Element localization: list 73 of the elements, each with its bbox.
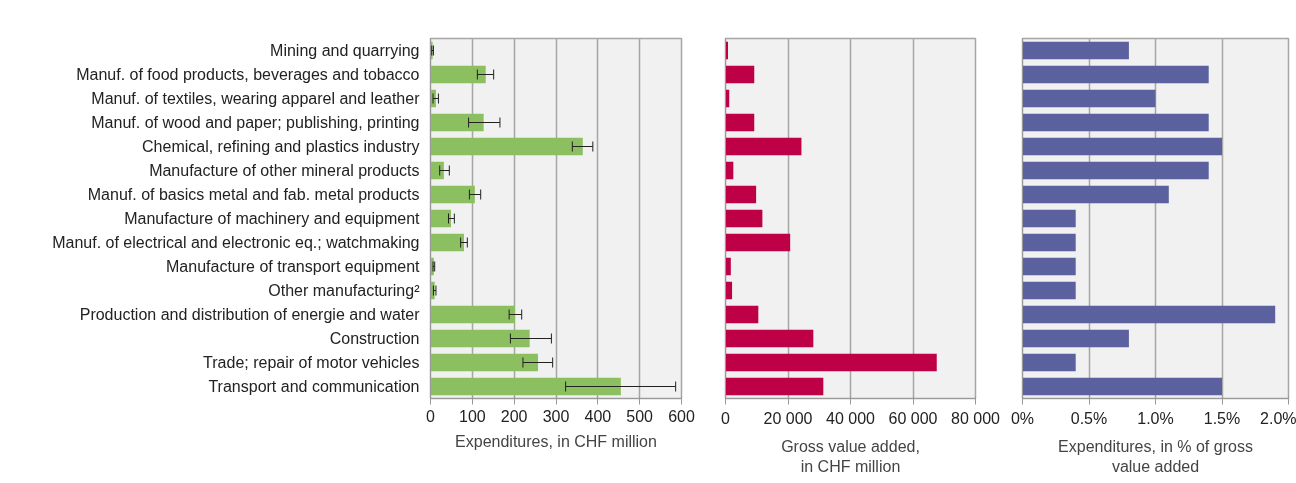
bar (725, 377, 824, 396)
bar (1022, 329, 1129, 348)
bar (1022, 185, 1169, 204)
bar (430, 185, 475, 204)
y-tick-label: Mining and quarrying (270, 42, 420, 59)
bar (1022, 209, 1076, 228)
y-tick-label: Production and distribution of energie and water (79, 306, 421, 323)
x-tick-label: 0 (721, 409, 731, 427)
y-tick-label: Manuf. of textiles, wearing apparel and leather (91, 90, 421, 107)
x-tick-label: 600 (668, 407, 695, 425)
x-axis-title: Expenditures, in % of gross value added (1058, 437, 1253, 475)
x-tick-label: 300 (542, 407, 570, 425)
x-tick-label: 100 (458, 407, 486, 425)
y-tick-label: Manufacture of machinery and equipment (124, 210, 421, 227)
bar (1022, 161, 1209, 180)
x-tick-label: 200 (500, 407, 528, 425)
bar (725, 257, 731, 276)
bar (1022, 377, 1222, 396)
y-tick-label: Manuf. of food products, beverages and tobacco (76, 66, 420, 83)
bar (725, 65, 755, 84)
bar (725, 209, 763, 228)
x-axis-title: Gross value added, in CHF million (781, 437, 920, 475)
bar (1022, 113, 1209, 132)
bar (430, 329, 530, 348)
bar (725, 233, 791, 252)
x-tick-label: 400 (584, 407, 612, 425)
x-tick-label: 500 (626, 407, 654, 425)
x-tick-label: 0.5% (1070, 409, 1108, 427)
y-tick-label: Trade; repair of motor vehicles (203, 354, 420, 371)
x-tick-label: 2.0% (1260, 409, 1296, 427)
x-tick-label: 1.5% (1203, 409, 1241, 427)
bar (1022, 281, 1076, 300)
bar (430, 65, 486, 84)
y-tick-label: Manuf. of basics metal and fab. metal products (87, 186, 420, 203)
x-tick-label: 60 000 (888, 409, 938, 427)
bar (430, 233, 464, 252)
bar (430, 209, 451, 228)
y-tick-label: Chemical, refining and plastics industry (142, 138, 420, 155)
bar (725, 137, 802, 156)
bar (1022, 41, 1129, 60)
bar (1022, 257, 1076, 276)
x-tick-label: 1.0% (1137, 409, 1174, 427)
y-tick-label: Construction (329, 330, 420, 347)
y-tick-label: Manufacture of transport equipment (166, 258, 421, 275)
bar (430, 353, 539, 372)
y-tick-label: Manufacture of other mineral products (149, 162, 420, 179)
bar (430, 305, 515, 324)
bar (430, 137, 583, 156)
y-tick-label: Other manufacturing² (268, 282, 421, 299)
y-tick-label: Manuf. of electrical and electronic eq.; watchmaking (52, 234, 420, 251)
y-tick-label: Manuf. of wood and paper; publishing, printing (91, 114, 420, 131)
x-tick-label: 80 000 (951, 409, 1001, 427)
x-tick-label: 0 (426, 407, 436, 425)
y-tick-label: Transport and communication (208, 378, 420, 395)
bar (430, 161, 444, 180)
bar (725, 113, 755, 132)
bar (725, 281, 733, 300)
bar (1022, 89, 1156, 108)
bar (1022, 305, 1276, 324)
bar (725, 329, 814, 348)
bar (1022, 137, 1222, 156)
bar (430, 113, 484, 132)
bar (725, 185, 757, 204)
bar (1022, 65, 1209, 84)
bar (1022, 233, 1076, 252)
bar (430, 377, 621, 396)
bar (1022, 353, 1076, 372)
x-tick-label: 0% (1010, 409, 1035, 427)
x-axis-title: Expenditures, in CHF million (455, 432, 657, 450)
bar (725, 305, 759, 324)
x-tick-label: 20 000 (763, 409, 813, 427)
bar (725, 353, 937, 372)
x-tick-label: 40 000 (826, 409, 876, 427)
